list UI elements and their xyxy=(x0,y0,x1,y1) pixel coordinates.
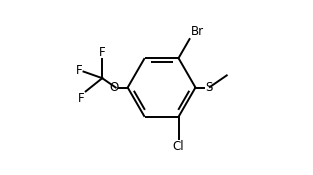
Text: Cl: Cl xyxy=(173,140,184,153)
Text: F: F xyxy=(76,64,83,77)
Text: O: O xyxy=(110,81,119,94)
Text: S: S xyxy=(205,81,212,94)
Text: Br: Br xyxy=(190,25,203,38)
Text: F: F xyxy=(78,92,85,105)
Text: F: F xyxy=(99,46,105,59)
